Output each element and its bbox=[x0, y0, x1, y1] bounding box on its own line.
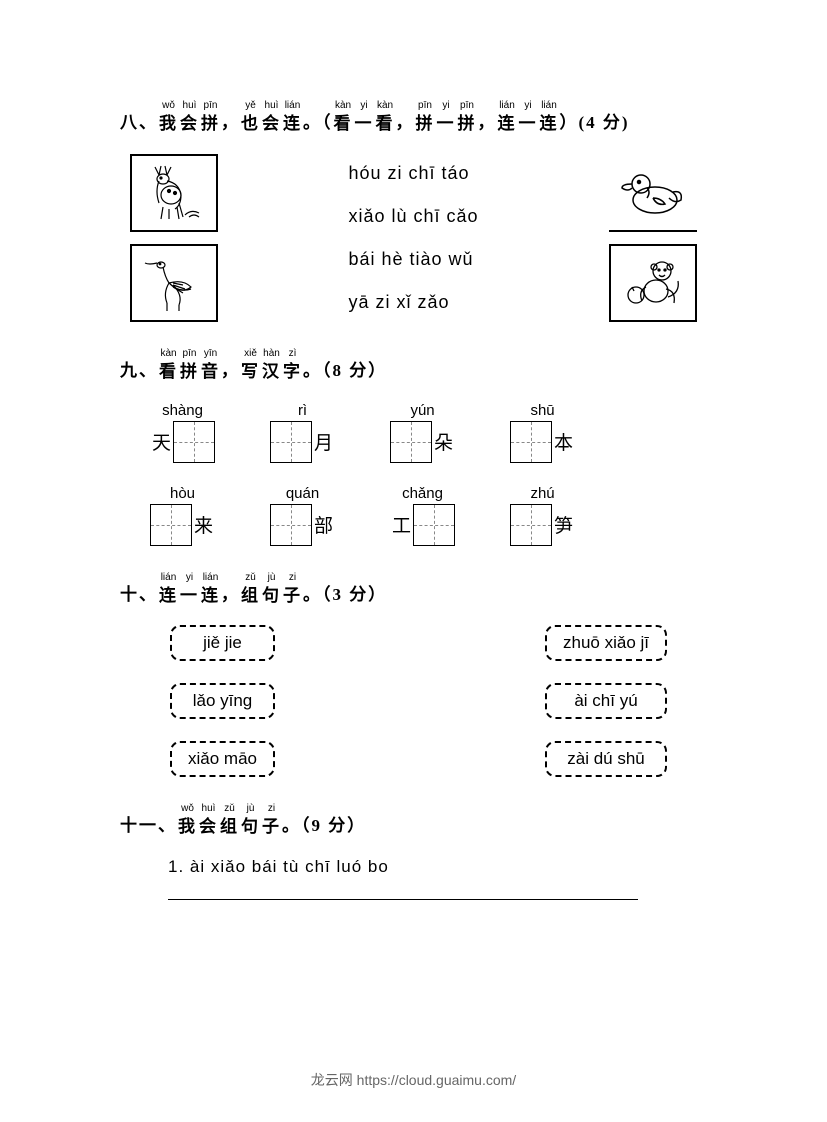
left-image-column bbox=[130, 154, 218, 322]
char-pinyin: rì bbox=[298, 402, 307, 419]
pinyin-char: zì字 bbox=[283, 348, 302, 384]
pinyin-char: pīn拼 bbox=[180, 348, 199, 384]
pinyin-char: kàn看 bbox=[334, 100, 353, 136]
char-pinyin: zhú bbox=[530, 485, 554, 502]
pinyin-char: kàn看 bbox=[376, 100, 395, 136]
section-number: 九、 bbox=[120, 359, 158, 384]
pinyin-char: zǔ组 bbox=[220, 803, 239, 839]
section-11: 十一、 wǒ我huì会zǔ组jù句zi子。（9 分） 1. ài xiǎo bá… bbox=[120, 803, 707, 900]
pinyin-char: lián连 bbox=[498, 100, 517, 136]
match-right-column: zhuō xiǎo jī ài chī yú zài dú shū bbox=[545, 625, 667, 777]
deer-image bbox=[130, 154, 218, 232]
char-pinyin: quán bbox=[286, 485, 319, 502]
char-item: chǎng工 bbox=[390, 485, 455, 546]
pinyin-char: zi子 bbox=[262, 803, 281, 839]
char-pinyin: chǎng bbox=[402, 485, 443, 502]
char-pinyin: yún bbox=[410, 402, 434, 419]
section-11-title: 十一、 wǒ我huì会zǔ组jù句zi子。（9 分） bbox=[120, 803, 707, 839]
section-9: 九、 kàn看pīn拼yīn音，xiě写hàn汉zì字。（8 分） shàng天… bbox=[120, 348, 707, 546]
section-number: 十、 bbox=[120, 583, 158, 608]
pinyin-char: huì会 bbox=[180, 100, 199, 136]
pinyin-char: huì会 bbox=[199, 803, 218, 839]
section-9-content: shàng天 rì月 yún朵 shū本 hòu来 quán部 chǎng工 zhú笋 bbox=[120, 402, 707, 546]
pinyin-char: yīn音 bbox=[201, 348, 220, 384]
pinyin-char: yě也 bbox=[241, 100, 260, 136]
pinyin-char: huì会 bbox=[262, 100, 281, 136]
pinyin-char: yi一 bbox=[519, 100, 538, 136]
right-image-column bbox=[609, 154, 697, 322]
monkey-image bbox=[609, 244, 697, 322]
match-box: ài chī yú bbox=[545, 683, 667, 719]
char-pinyin: shàng bbox=[162, 402, 203, 419]
pinyin-char: pīn拼 bbox=[458, 100, 477, 136]
pinyin-char: lián连 bbox=[540, 100, 559, 136]
phrase: hóu zi chī táo bbox=[348, 163, 478, 184]
phrase: xiǎo lù chī cǎo bbox=[348, 206, 478, 227]
pinyin-char: kàn看 bbox=[159, 348, 178, 384]
char-item: shàng天 bbox=[150, 402, 215, 463]
tian-box[interactable] bbox=[390, 421, 432, 463]
char-item: zhú笋 bbox=[510, 485, 575, 546]
pinyin-char: wǒ我 bbox=[178, 803, 197, 839]
pinyin-char: lián连 bbox=[159, 572, 178, 608]
tian-box[interactable] bbox=[510, 504, 552, 546]
section-number: 八、 bbox=[120, 111, 158, 136]
match-box: zài dú shū bbox=[545, 741, 667, 777]
phrase-column: hóu zi chī táo xiǎo lù chī cǎo bái hè ti… bbox=[348, 154, 478, 322]
pinyin-char: zi子 bbox=[283, 572, 302, 608]
match-box: jiě jie bbox=[170, 625, 275, 661]
match-left-column: jiě jie lǎo yīng xiǎo māo bbox=[170, 625, 275, 777]
phrase: bái hè tiào wǔ bbox=[348, 249, 478, 270]
pinyin-char: hàn汉 bbox=[262, 348, 281, 384]
char-pinyin: shū bbox=[530, 402, 554, 419]
pinyin-char: zǔ组 bbox=[241, 572, 260, 608]
pinyin-char: jù句 bbox=[262, 572, 281, 608]
tian-box[interactable] bbox=[173, 421, 215, 463]
tian-box[interactable] bbox=[150, 504, 192, 546]
pinyin-char: yi一 bbox=[355, 100, 374, 136]
char-item: yún朵 bbox=[390, 402, 455, 463]
pinyin-char: jù句 bbox=[241, 803, 260, 839]
match-box: lǎo yīng bbox=[170, 683, 275, 719]
char-row: shàng天 rì月 yún朵 shū本 bbox=[150, 402, 707, 463]
section-10-content: jiě jie lǎo yīng xiǎo māo zhuō xiǎo jī ài c… bbox=[120, 625, 707, 777]
duck-image bbox=[609, 154, 697, 232]
char-row: hòu来 quán部 chǎng工 zhú笋 bbox=[150, 485, 707, 546]
tian-box[interactable] bbox=[510, 421, 552, 463]
char-item: rì月 bbox=[270, 402, 335, 463]
tian-box[interactable] bbox=[270, 504, 312, 546]
pinyin-char: lián连 bbox=[283, 100, 302, 136]
section-8-content: hóu zi chī táo xiǎo lù chī cǎo bái hè ti… bbox=[120, 154, 707, 322]
pinyin-char: xiě写 bbox=[241, 348, 260, 384]
tian-box[interactable] bbox=[413, 504, 455, 546]
answer-line bbox=[168, 899, 638, 900]
tian-box[interactable] bbox=[270, 421, 312, 463]
section-number: 十一、 bbox=[120, 814, 177, 839]
pinyin-char: yi一 bbox=[437, 100, 456, 136]
sentence-item: 1. ài xiǎo bái tù chī luó bo bbox=[120, 857, 707, 877]
section-8: 八、 wǒ我huì会pīn拼，yě也huì会lián连。（kàn看yi一kàn看… bbox=[120, 100, 707, 322]
crane-image bbox=[130, 244, 218, 322]
section-10: 十、 lián连yi一lián连，zǔ组jù句zi子。（3 分） jiě jie… bbox=[120, 572, 707, 778]
pinyin-char: wǒ我 bbox=[159, 100, 178, 136]
char-item: hòu来 bbox=[150, 485, 215, 546]
phrase: yā zi xǐ zǎo bbox=[348, 292, 478, 313]
match-box: zhuō xiǎo jī bbox=[545, 625, 667, 661]
section-9-title: 九、 kàn看pīn拼yīn音，xiě写hàn汉zì字。（8 分） bbox=[120, 348, 707, 384]
pinyin-char: pīn拼 bbox=[201, 100, 220, 136]
match-box: xiǎo māo bbox=[170, 741, 275, 777]
pinyin-char: lián连 bbox=[201, 572, 220, 608]
char-pinyin: hòu bbox=[170, 485, 195, 502]
pinyin-char: pīn拼 bbox=[416, 100, 435, 136]
char-item: quán部 bbox=[270, 485, 335, 546]
pinyin-char: yi一 bbox=[180, 572, 199, 608]
section-8-title: 八、 wǒ我huì会pīn拼，yě也huì会lián连。（kàn看yi一kàn看… bbox=[120, 100, 707, 136]
char-item: shū本 bbox=[510, 402, 575, 463]
footer-text: 龙云网 https://cloud.guaimu.com/ bbox=[0, 1070, 827, 1090]
section-10-title: 十、 lián连yi一lián连，zǔ组jù句zi子。（3 分） bbox=[120, 572, 707, 608]
